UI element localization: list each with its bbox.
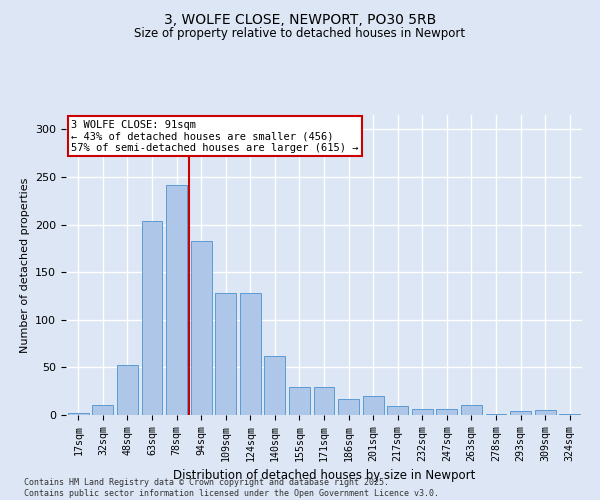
Bar — [510, 411, 531, 415]
Bar — [559, 414, 580, 415]
Text: Contains HM Land Registry data © Crown copyright and database right 2025.
Contai: Contains HM Land Registry data © Crown c… — [24, 478, 439, 498]
Bar — [436, 410, 457, 415]
Bar — [166, 184, 187, 415]
Text: 3 WOLFE CLOSE: 91sqm
← 43% of detached houses are smaller (456)
57% of semi-deta: 3 WOLFE CLOSE: 91sqm ← 43% of detached h… — [71, 120, 359, 152]
Bar — [142, 220, 163, 415]
Text: 3, WOLFE CLOSE, NEWPORT, PO30 5RB: 3, WOLFE CLOSE, NEWPORT, PO30 5RB — [164, 12, 436, 26]
Y-axis label: Number of detached properties: Number of detached properties — [20, 178, 29, 352]
Bar — [68, 413, 89, 415]
X-axis label: Distribution of detached houses by size in Newport: Distribution of detached houses by size … — [173, 469, 475, 482]
Bar — [215, 293, 236, 415]
Bar — [314, 388, 334, 415]
Bar — [412, 410, 433, 415]
Bar — [240, 293, 261, 415]
Bar — [338, 399, 359, 415]
Bar — [117, 366, 138, 415]
Bar — [265, 356, 286, 415]
Bar — [362, 396, 383, 415]
Bar — [289, 388, 310, 415]
Bar — [461, 406, 482, 415]
Bar — [92, 404, 113, 415]
Bar — [535, 410, 556, 415]
Bar — [191, 240, 212, 415]
Bar — [387, 406, 408, 415]
Bar — [485, 414, 506, 415]
Text: Size of property relative to detached houses in Newport: Size of property relative to detached ho… — [134, 28, 466, 40]
